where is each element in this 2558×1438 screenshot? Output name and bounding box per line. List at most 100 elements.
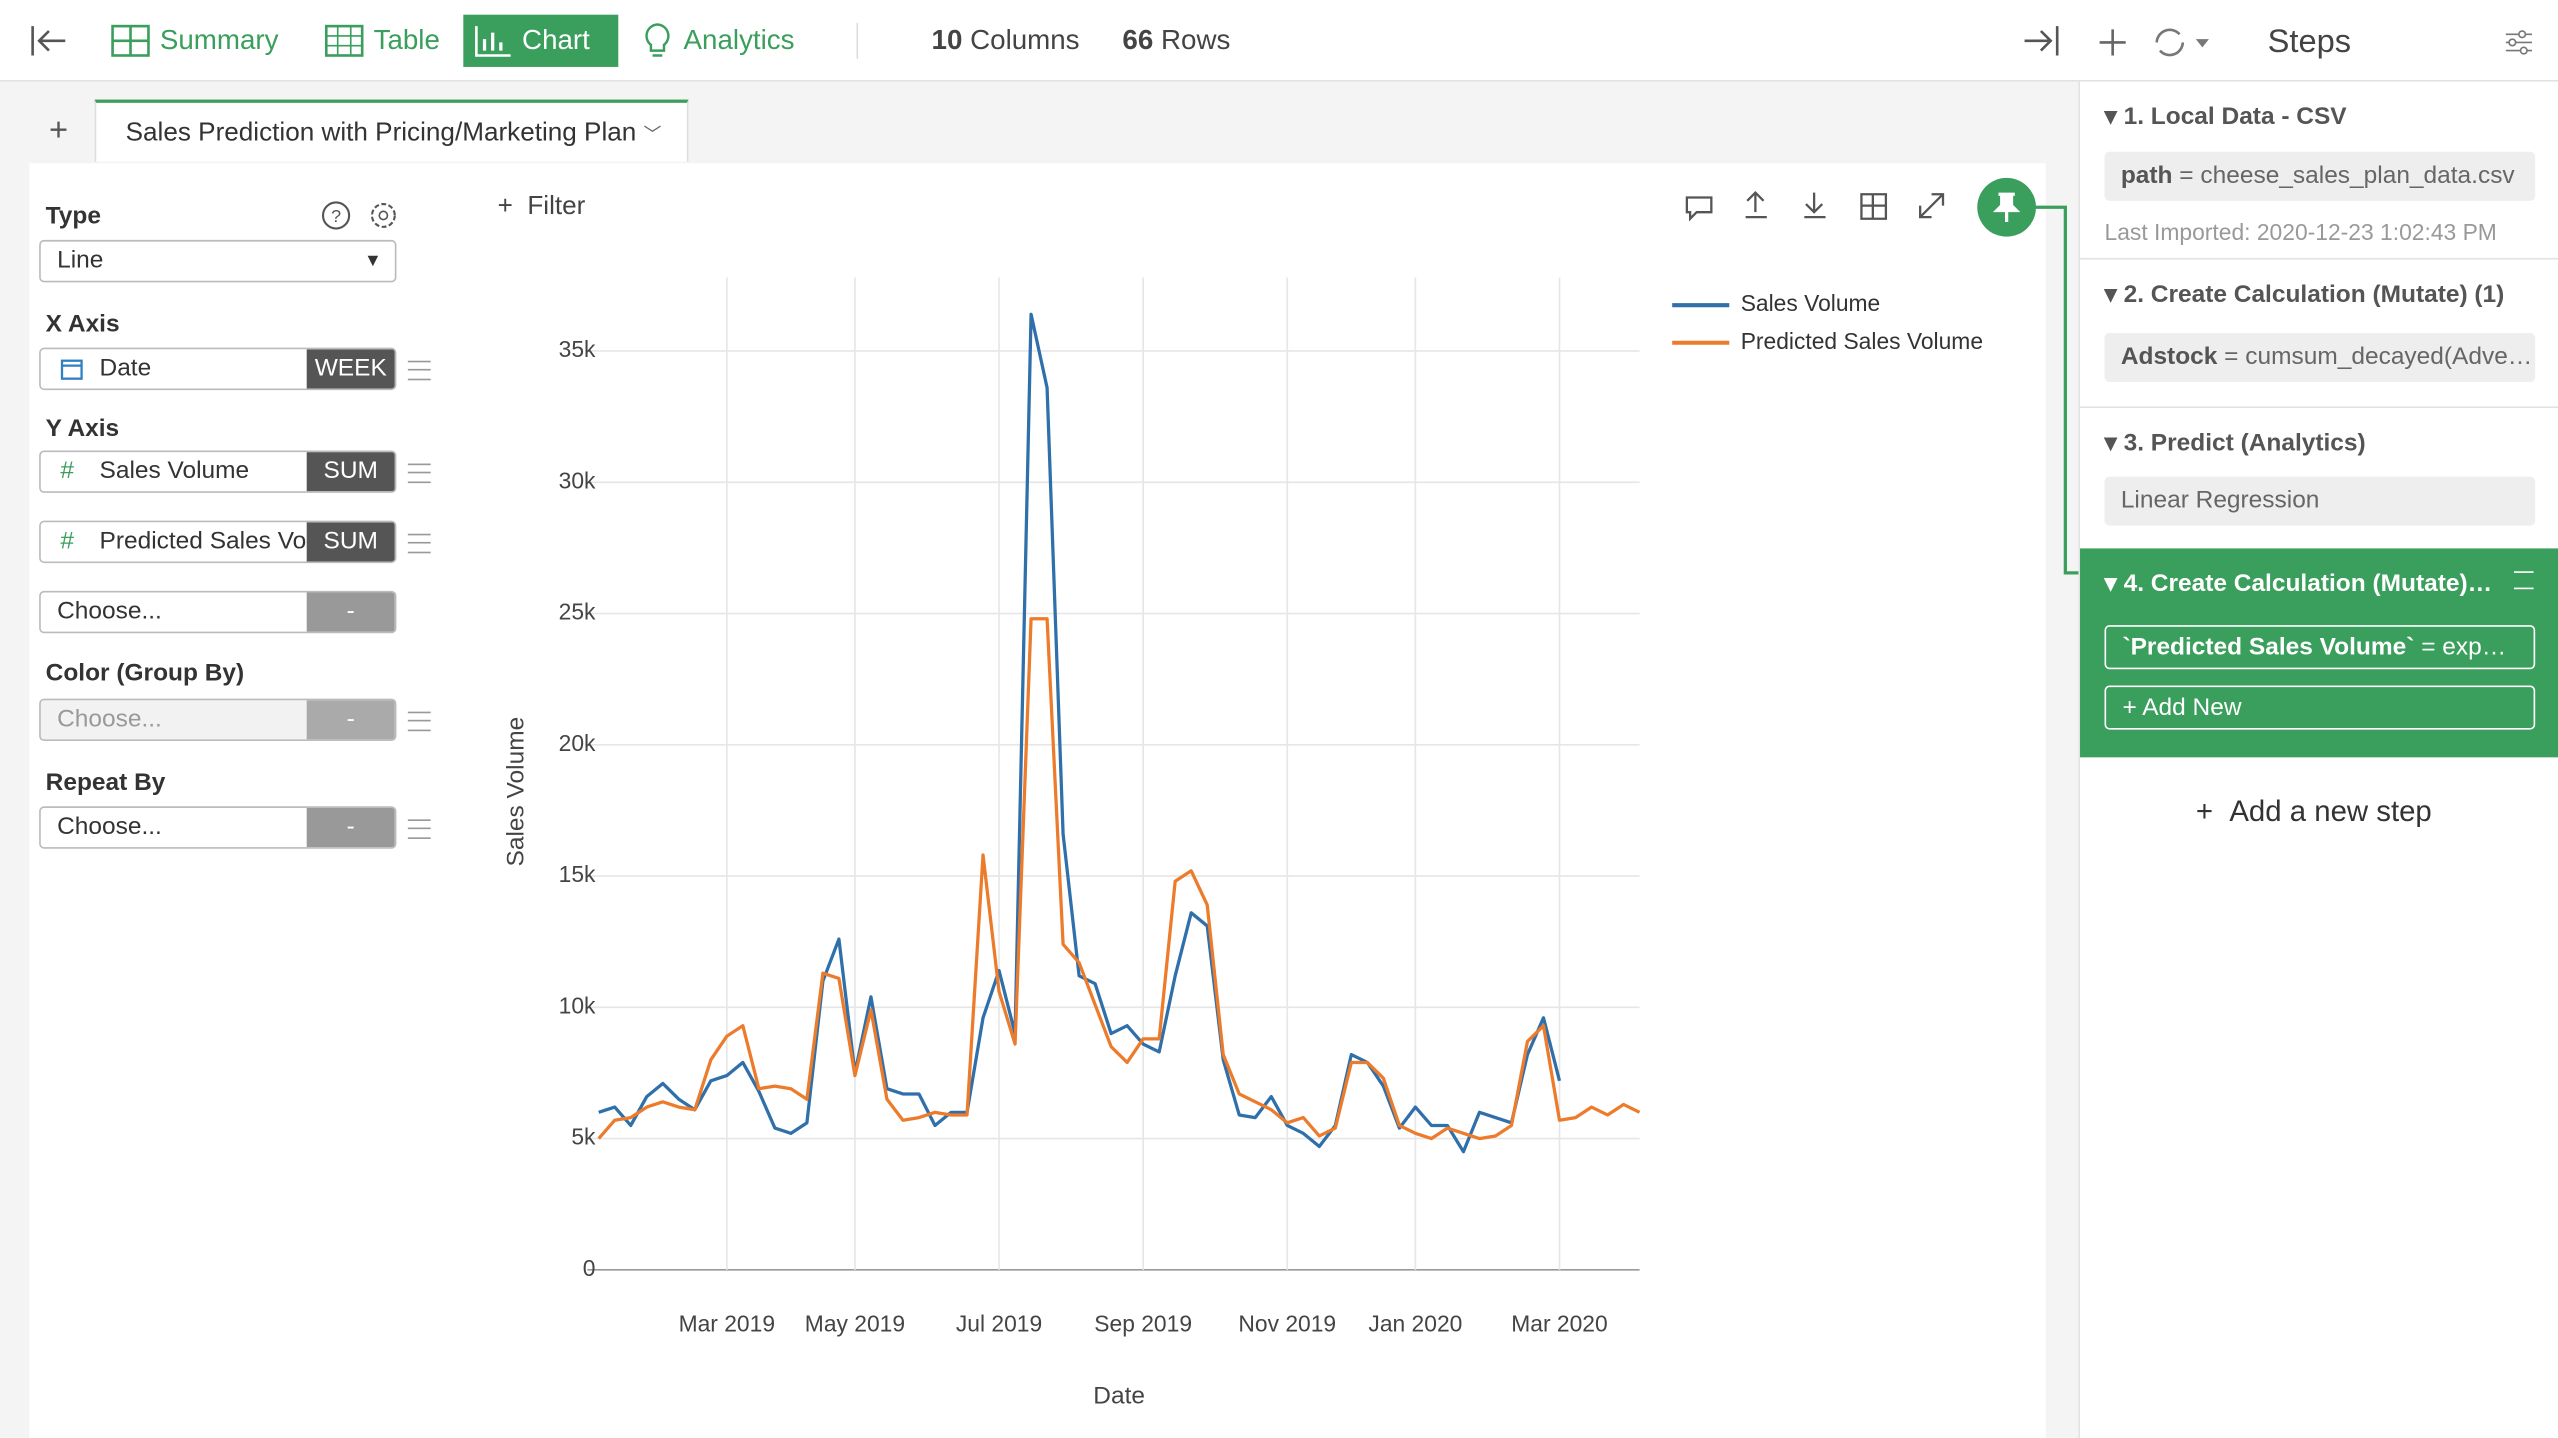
number-icon: # xyxy=(60,527,74,555)
step-title-text: 3. Predict (Analytics) xyxy=(2123,429,2366,458)
type-select[interactable]: Line ▼ xyxy=(39,239,397,283)
step-title[interactable]: ▾ 4. Create Calculation (Mutate)… xyxy=(2104,569,2493,598)
step-detail[interactable]: path = cheese_sales_plan_data.csv xyxy=(2104,151,2536,201)
calendar-icon xyxy=(60,359,83,380)
y-tick-label: 0 xyxy=(583,1255,596,1281)
x-axis-label: X Axis xyxy=(45,310,120,338)
filter-label: Filter xyxy=(527,192,586,221)
legend-label: Predicted Sales Volume xyxy=(1741,328,1983,354)
download-icon[interactable] xyxy=(1804,192,1826,219)
field-name: Sales Volume xyxy=(99,457,250,485)
sheet-tab[interactable]: Sales Prediction with Pricing/Marketing … xyxy=(94,99,689,162)
menu-icon[interactable] xyxy=(2513,571,2534,590)
x-tick-label: May 2019 xyxy=(805,1310,905,1336)
refresh-icon[interactable] xyxy=(2150,23,2212,62)
field-name: Predicted Sales Vol xyxy=(99,527,312,555)
pin-icon xyxy=(1992,192,2021,222)
detail-value: exp… xyxy=(2442,633,2507,662)
button-label: Add a new step xyxy=(2229,794,2432,828)
x-tick-label: Jul 2019 xyxy=(956,1310,1042,1336)
field-agg[interactable]: SUM xyxy=(306,452,395,492)
y-axis-label: Y Axis xyxy=(45,414,120,443)
field-agg[interactable]: - xyxy=(306,700,395,740)
x-tick-label: Mar 2020 xyxy=(1511,1310,1607,1336)
legend-label: Sales Volume xyxy=(1741,290,1881,316)
detail-value: cheese_sales_plan_data.csv xyxy=(2200,161,2515,190)
menu-icon[interactable] xyxy=(407,819,431,839)
nav-label: Table xyxy=(373,24,440,56)
x-tick-label: Jan 2020 xyxy=(1368,1310,1462,1336)
nav-analytics[interactable]: Analytics xyxy=(631,15,804,67)
step-title[interactable]: ▾ 1. Local Data - CSV xyxy=(2104,102,2347,131)
comment-icon[interactable] xyxy=(1685,196,1713,222)
expand-panel-icon[interactable] xyxy=(2021,23,2060,59)
y-tick-label: 25k xyxy=(559,599,596,625)
add-icon[interactable] xyxy=(2096,26,2129,59)
x-field[interactable]: Date WEEK xyxy=(39,347,397,391)
column-count: 10 Columns xyxy=(932,24,1080,57)
count-label: Rows xyxy=(1160,24,1231,56)
divider xyxy=(856,22,859,59)
step-title[interactable]: ▾ 2. Create Calculation (Mutate) (1) xyxy=(2104,280,2505,309)
detail-op: = xyxy=(2179,161,2194,190)
field-name: Date xyxy=(99,354,152,382)
menu-icon[interactable] xyxy=(407,360,431,381)
select-value: Line xyxy=(57,246,104,275)
y-field[interactable]: # Sales Volume SUM xyxy=(39,450,397,493)
y-tick-label: 30k xyxy=(559,467,596,493)
help-settings-icons[interactable]: ? xyxy=(320,199,402,232)
pin-connector xyxy=(2035,205,2079,575)
field-agg[interactable]: SUM xyxy=(306,522,395,562)
steps-panel xyxy=(2078,81,2558,1438)
detail-key: path xyxy=(2120,161,2173,190)
field-agg[interactable]: - xyxy=(306,592,395,632)
y-tick-label: 15k xyxy=(559,861,596,887)
step-detail[interactable]: `Predicted Sales Volume` = exp… xyxy=(2104,625,2536,670)
menu-icon[interactable] xyxy=(407,533,431,554)
field-agg[interactable]: WEEK xyxy=(306,349,395,389)
button-label: Add New xyxy=(2142,693,2242,722)
y-tick-label: 35k xyxy=(559,336,596,362)
count-label: Columns xyxy=(970,24,1080,56)
row-count: 66 Rows xyxy=(1122,24,1230,57)
step-detail[interactable]: Linear Regression xyxy=(2104,476,2536,526)
step-title[interactable]: ▾ 3. Predict (Analytics) xyxy=(2104,429,2366,458)
dropdown-caret: ﹀ xyxy=(643,125,662,146)
repeat-field[interactable]: Choose... - xyxy=(39,806,397,849)
settings-icon[interactable] xyxy=(2503,26,2536,59)
line-series xyxy=(598,312,1562,1154)
type-label: Type xyxy=(45,202,101,231)
step-title-text: 4. Create Calculation (Mutate)… xyxy=(2123,569,2493,598)
field-name: Choose... xyxy=(57,705,162,733)
caret: ▼ xyxy=(363,251,382,271)
add-tab[interactable]: + xyxy=(48,112,69,149)
field-agg[interactable]: - xyxy=(306,807,395,848)
steps-title: Steps xyxy=(2267,24,2352,61)
field-name: Choose... xyxy=(57,812,162,841)
icon xyxy=(111,24,150,57)
menu-icon[interactable] xyxy=(407,711,431,732)
step-detail[interactable]: Adstock = cumsum_decayed(Adve… xyxy=(2104,332,2536,382)
fullscreen-icon[interactable] xyxy=(1919,193,1945,219)
add-new-button[interactable]: + Add New xyxy=(2104,685,2536,730)
filter-button[interactable]: + Filter xyxy=(497,192,586,221)
y-field[interactable]: Choose... - xyxy=(39,590,397,634)
color-field[interactable]: Choose... - xyxy=(39,698,397,742)
nav-summary[interactable]: Summary xyxy=(101,15,288,67)
export-icon[interactable] xyxy=(1745,190,1767,219)
collapse-icon[interactable] xyxy=(29,23,68,59)
y-field[interactable]: # Predicted Sales Vol SUM xyxy=(39,520,397,564)
nav-chart[interactable]: Chart xyxy=(463,14,619,67)
table-icon[interactable] xyxy=(1860,193,1888,220)
menu-icon[interactable] xyxy=(407,463,431,484)
y-axis-title: Sales Volume xyxy=(503,717,530,867)
add-step-button[interactable]: + Add a new step xyxy=(2195,794,2432,828)
step-title-text: 1. Local Data - CSV xyxy=(2123,102,2347,131)
x-tick-label: Mar 2019 xyxy=(679,1310,775,1336)
nav-table[interactable]: Table xyxy=(315,15,450,67)
detail-key: Adstock xyxy=(2120,342,2218,371)
top-bar: Summary Table Chart Analytics 10 Columns… xyxy=(0,0,2558,82)
nav-label: Chart xyxy=(522,24,590,56)
